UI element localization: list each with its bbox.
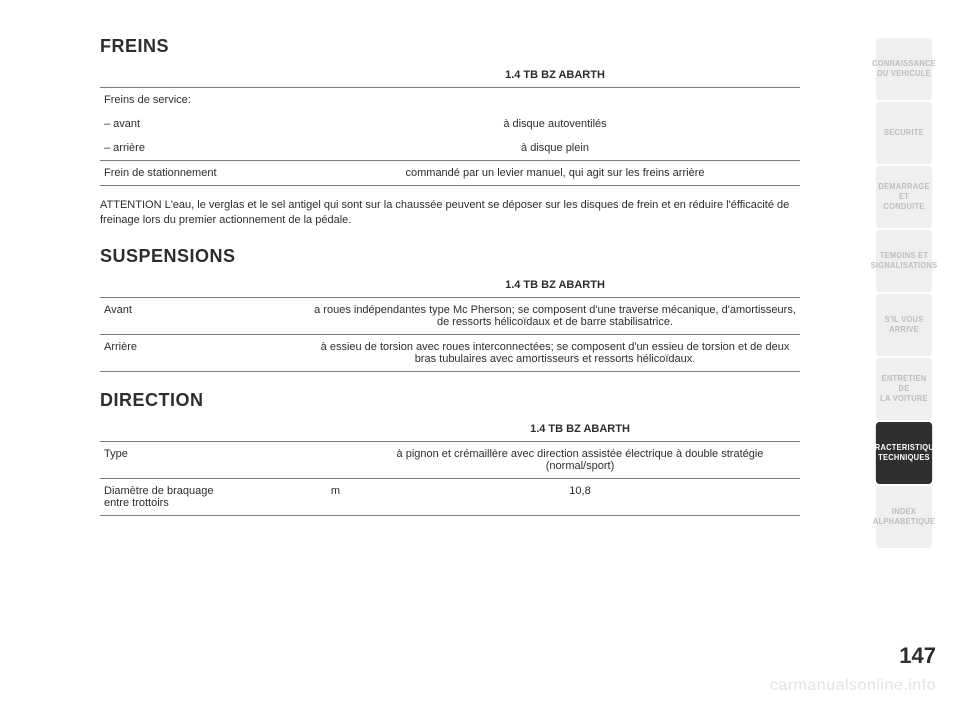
suspensions-table: 1.4 TB BZ ABARTH Avant a roues indépenda… (100, 273, 800, 372)
freins-row-value: commandé par un levier manuel, qui agit … (310, 161, 800, 186)
freins-row-label: – avant (100, 112, 310, 136)
freins-row-value: à disque plein (310, 136, 800, 161)
tab-caracteristiques[interactable]: CARACTERISTIQUES TECHNIQUES (876, 422, 932, 484)
freins-row-label: Freins de service: (100, 88, 310, 113)
tab-connaissance[interactable]: CONNAISSANCE DU VEHICULE (876, 38, 932, 100)
freins-table: 1.4 TB BZ ABARTH Freins de service: – av… (100, 63, 800, 186)
suspensions-row-value: a roues indépendantes type Mc Pherson; s… (310, 297, 800, 334)
tab-securite[interactable]: SECURITE (876, 102, 932, 164)
tab-entretien[interactable]: ENTRETIEN DE LA VOITURE (876, 358, 932, 420)
tab-sil-vous-arrive[interactable]: S'IL VOUS ARRIVE (876, 294, 932, 356)
freins-row-value: à disque autoventilés (310, 112, 800, 136)
direction-row-value: 10,8 (360, 478, 800, 515)
watermark: carmanualsonline.info (770, 677, 936, 695)
freins-row-label: Frein de stationnement (100, 161, 310, 186)
freins-col-header: 1.4 TB BZ ABARTH (310, 63, 800, 88)
freins-row-value (310, 88, 800, 113)
tab-temoins[interactable]: TEMOINS ET SIGNALISATIONS (876, 230, 932, 292)
suspensions-row-label: Arrière (100, 334, 310, 371)
page-number: 147 (899, 643, 936, 669)
side-tabs: CONNAISSANCE DU VEHICULE SECURITE DEMARR… (872, 38, 936, 550)
section-title-freins: FREINS (100, 36, 800, 57)
tab-demarrage[interactable]: DEMARRAGE ET CONDUITE (876, 166, 932, 228)
freins-row-label: – arrière (100, 136, 310, 161)
direction-row-label: Type (100, 441, 310, 478)
section-title-suspensions: SUSPENSIONS (100, 246, 800, 267)
direction-col-header: 1.4 TB BZ ABARTH (360, 417, 800, 442)
section-title-direction: DIRECTION (100, 390, 800, 411)
suspensions-row-label: Avant (100, 297, 310, 334)
direction-table: 1.4 TB BZ ABARTH Type à pignon et crémai… (100, 417, 800, 516)
page-content: FREINS 1.4 TB BZ ABARTH Freins de servic… (100, 36, 800, 516)
suspensions-col-header: 1.4 TB BZ ABARTH (310, 273, 800, 298)
direction-row-unit: m (310, 478, 360, 515)
tab-index[interactable]: INDEX ALPHABETIQUE (876, 486, 932, 548)
direction-row-value: à pignon et crémaillère avec direction a… (360, 441, 800, 478)
freins-note: ATTENTION L'eau, le verglas et le sel an… (100, 198, 800, 228)
direction-row-unit (310, 441, 360, 478)
suspensions-row-value: à essieu de torsion avec roues interconn… (310, 334, 800, 371)
direction-row-label: Diamètre de braquage entre trottoirs (100, 478, 310, 515)
